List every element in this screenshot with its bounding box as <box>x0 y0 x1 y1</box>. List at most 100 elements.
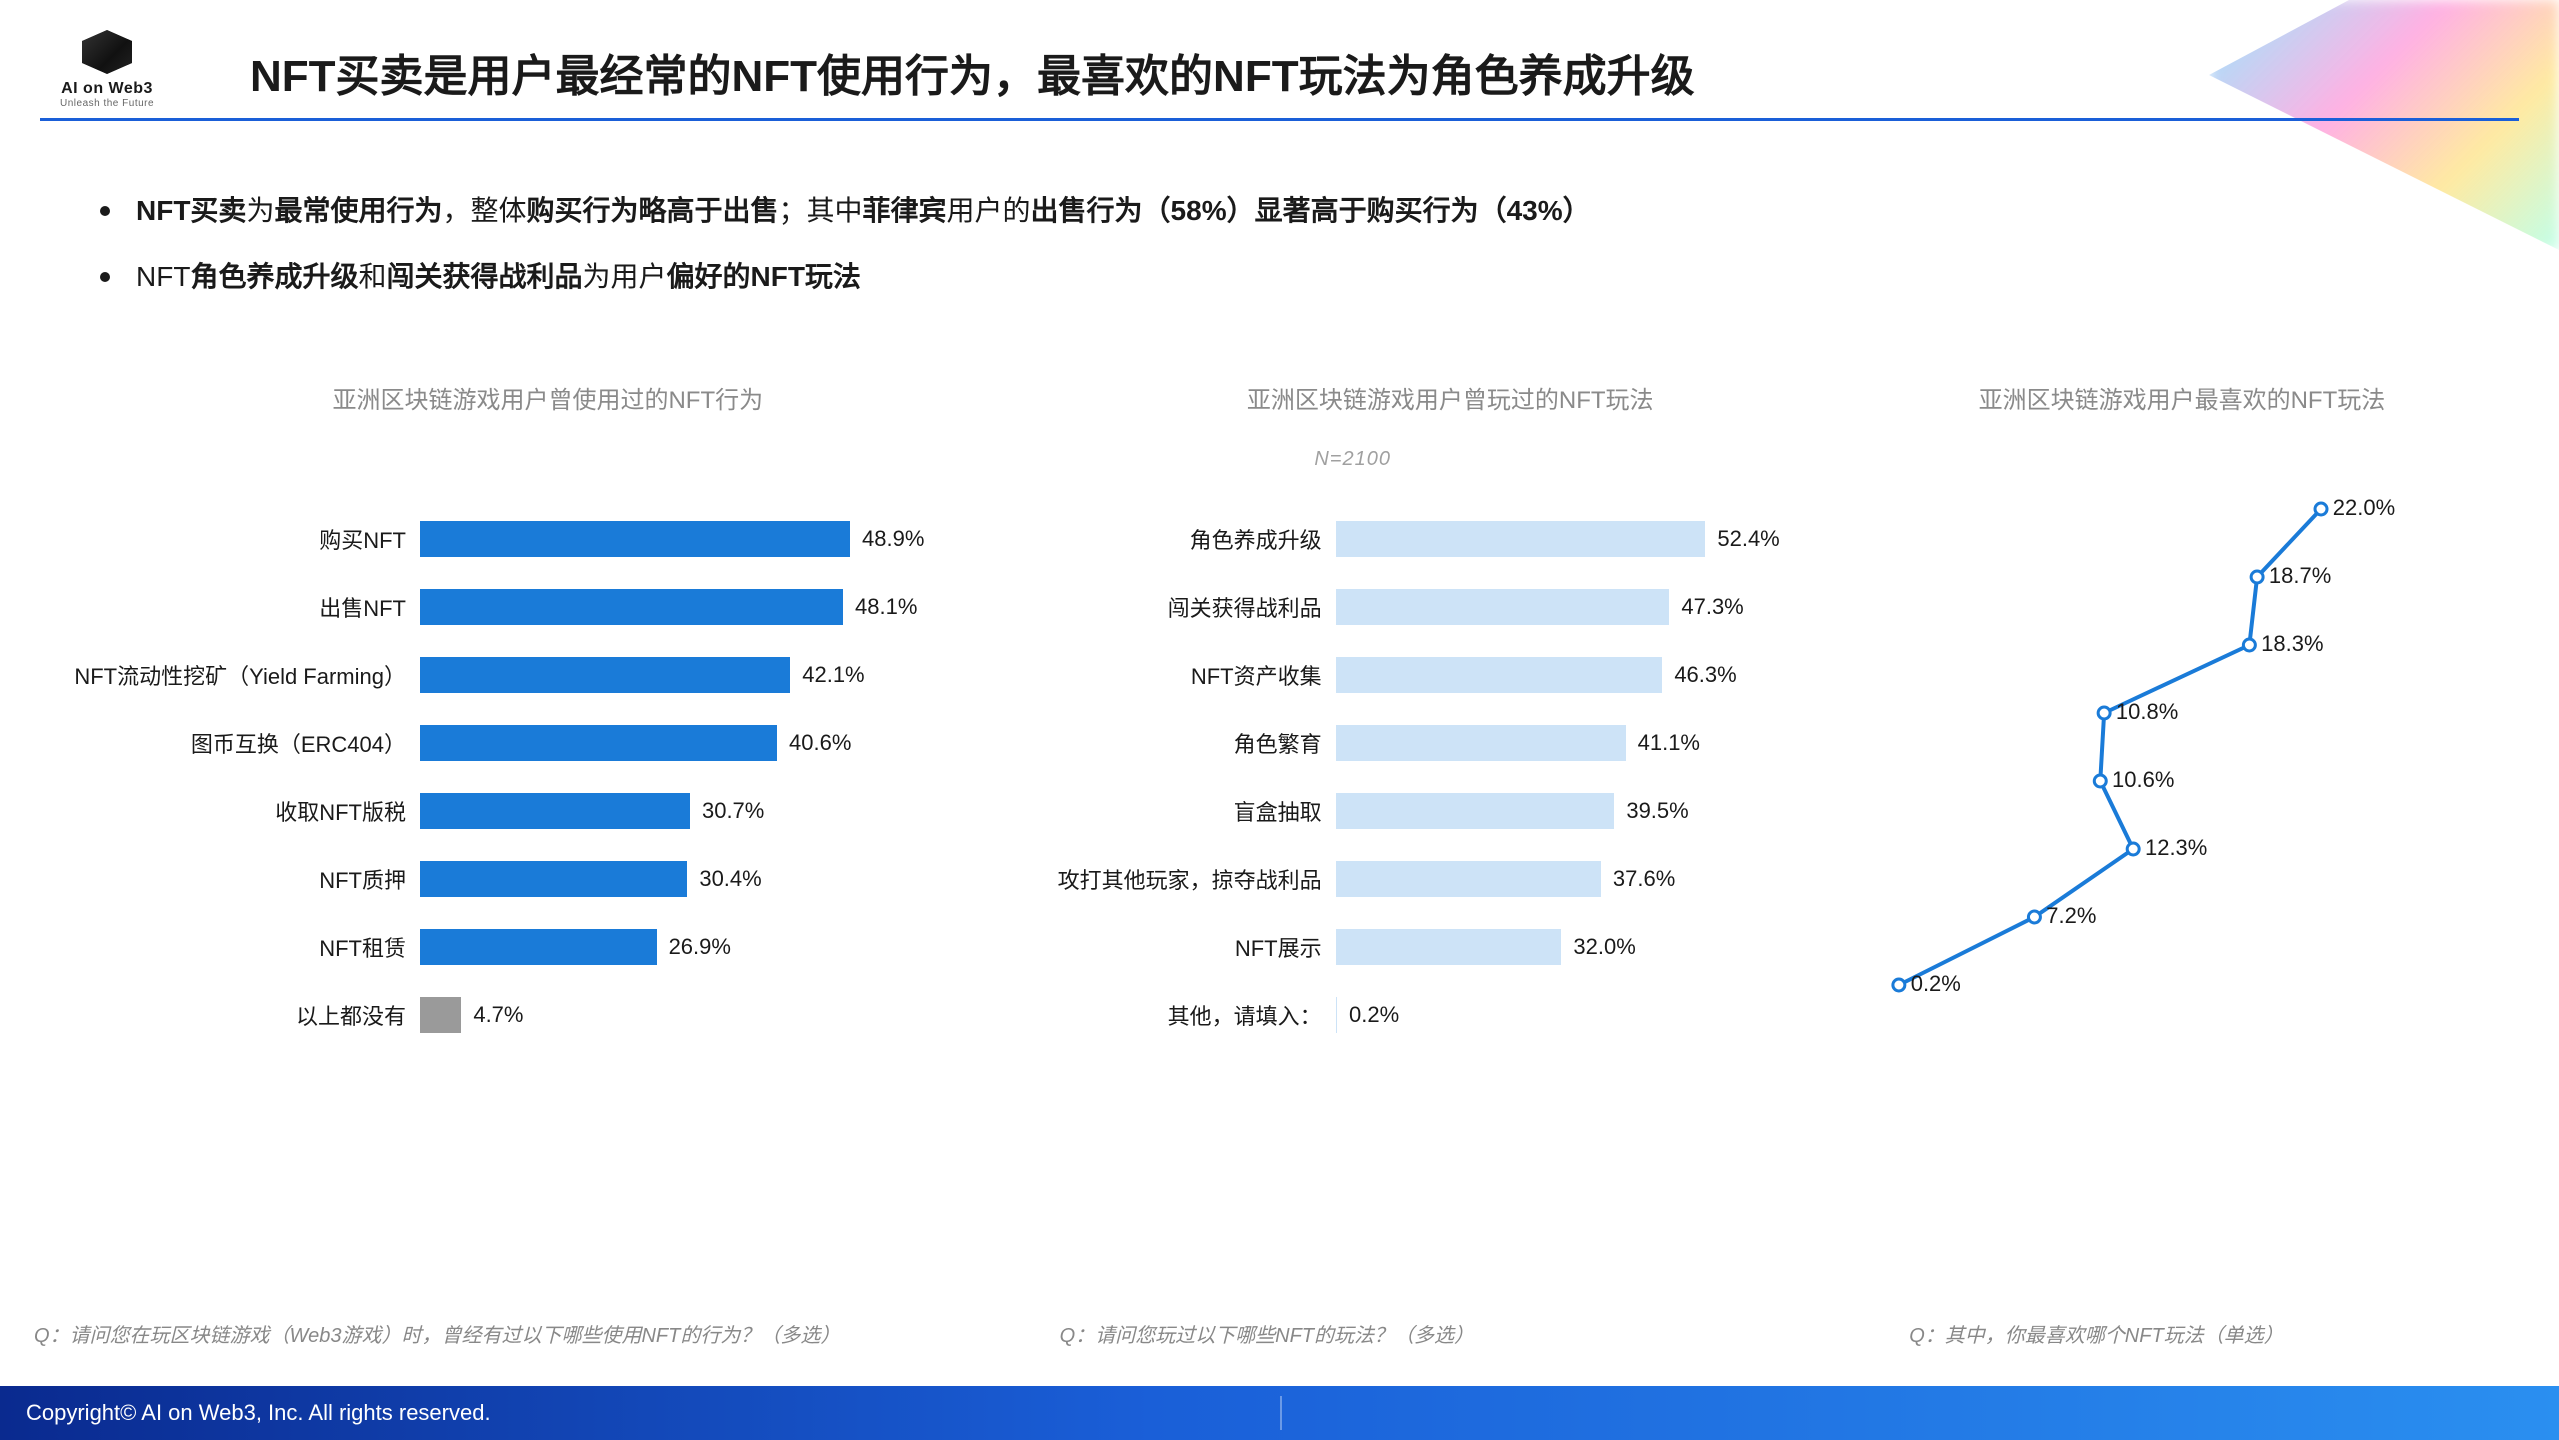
bar-label: NFT展示 <box>1036 931 1336 963</box>
bullet-item: NFT角色养成升级和闯关获得战利品为用户偏好的NFT玩法 <box>100 256 2459 298</box>
bar-track: 48.1% <box>420 589 1036 625</box>
line-value-label: 10.6% <box>2112 767 2174 793</box>
line-marker <box>2251 571 2263 583</box>
question-text-2: Q：请问您玩过以下哪些NFT的玩法？（多选） <box>1030 1319 1880 1348</box>
bar-value: 41.1% <box>1638 730 1700 756</box>
bar-row: NFT资产收集46.3% <box>1036 641 1865 709</box>
bar-row: 闯关获得战利品47.3% <box>1036 573 1865 641</box>
bar-value: 40.6% <box>789 730 851 756</box>
bar-row: 其他，请填入：0.2% <box>1036 981 1865 1049</box>
bar-label: 图币互换（ERC404） <box>60 727 420 759</box>
bar-fill: 47.3% <box>1336 589 1670 625</box>
bar-label: 收取NFT版税 <box>60 795 420 827</box>
bar-fill: 30.4% <box>420 861 687 897</box>
bar-track: 37.6% <box>1336 861 1865 897</box>
title-underline <box>40 118 2519 121</box>
bar-label: 闯关获得战利品 <box>1036 591 1336 623</box>
bar-row: NFT展示 32.0% <box>1036 913 1865 981</box>
bar-list: 角色养成升级52.4%闯关获得战利品47.3%NFT资产收集46.3%角色繁育4… <box>1036 445 1865 1049</box>
line-chart-area: 22.0%18.7%18.3%10.8%10.6%12.3%7.2%0.2% <box>1865 475 2499 1019</box>
footer-bar: Copyright© AI on Web3, Inc. All rights r… <box>0 1386 2559 1440</box>
line-marker <box>2315 503 2327 515</box>
chart-title: 亚洲区块链游戏用户曾使用过的NFT行为 <box>60 380 1036 415</box>
bar-track: 39.5% <box>1336 793 1865 829</box>
bar-fill: 52.4% <box>1336 521 1706 557</box>
bullet-item: NFT买卖为最常使用行为，整体购买行为略高于出售；其中菲律宾用户的出售行为（58… <box>100 190 2459 232</box>
bar-value: 32.0% <box>1573 934 1635 960</box>
logo-cube-icon <box>82 30 132 74</box>
line-marker <box>2127 843 2139 855</box>
question-text-1: Q：请问您在玩区块链游戏（Web3游戏）时，曾经有过以下哪些使用NFT的行为？（… <box>30 1319 1030 1348</box>
bullet-list: NFT买卖为最常使用行为，整体购买行为略高于出售；其中菲律宾用户的出售行为（58… <box>100 190 2459 322</box>
bar-track: 0.2% <box>1336 997 1865 1033</box>
charts-row: N=2100 亚洲区块链游戏用户曾使用过的NFT行为 购买NFT48.9%出售N… <box>60 380 2499 1260</box>
line-value-label: 10.8% <box>2116 699 2178 725</box>
bar-value: 0.2% <box>1349 1002 1399 1028</box>
bar-fill: 37.6% <box>1336 861 1601 897</box>
bar-value: 52.4% <box>1717 526 1779 552</box>
bar-track: 42.1% <box>420 657 1036 693</box>
line-value-label: 18.3% <box>2261 631 2323 657</box>
bar-label: 攻打其他玩家，掠夺战利品 <box>1036 863 1336 895</box>
bar-row: 角色养成升级52.4% <box>1036 505 1865 573</box>
bar-track: 40.6% <box>420 725 1036 761</box>
chart-nft-gameplay: 亚洲区块链游戏用户曾玩过的NFT玩法 角色养成升级52.4%闯关获得战利品47.… <box>1036 380 1865 1260</box>
bar-fill: 4.7% <box>420 997 461 1033</box>
bar-label: 角色繁育 <box>1036 727 1336 759</box>
bar-value: 48.1% <box>855 594 917 620</box>
bar-label: 以上都没有 <box>60 999 420 1031</box>
chart-title: 亚洲区块链游戏用户曾玩过的NFT玩法 <box>1036 380 1865 415</box>
footer-divider <box>1280 1396 1282 1430</box>
line-marker <box>1893 979 1905 991</box>
bar-label: 角色养成升级 <box>1036 523 1336 555</box>
logo-text-1: AI on Web3 <box>60 80 154 98</box>
bullet-text: NFT角色养成升级和闯关获得战利品为用户偏好的NFT玩法 <box>136 256 861 298</box>
bar-row: NFT质押30.4% <box>60 845 1036 913</box>
line-marker <box>2094 775 2106 787</box>
bar-label: 其他，请填入： <box>1036 999 1336 1031</box>
bar-fill: 48.1% <box>420 589 843 625</box>
bar-track: 41.1% <box>1336 725 1865 761</box>
bar-value: 46.3% <box>1674 662 1736 688</box>
line-marker <box>2028 911 2040 923</box>
bar-value: 37.6% <box>1613 866 1675 892</box>
line-value-label: 0.2% <box>1911 971 1961 997</box>
bar-value: 48.9% <box>862 526 924 552</box>
bar-track: 47.3% <box>1336 589 1865 625</box>
bar-value: 26.9% <box>669 934 731 960</box>
bar-label: NFT租赁 <box>60 931 420 963</box>
bar-fill: 42.1% <box>420 657 790 693</box>
bar-row: 攻打其他玩家，掠夺战利品37.6% <box>1036 845 1865 913</box>
line-value-label: 22.0% <box>2333 495 2395 521</box>
logo: AI on Web3 Unleash the Future <box>60 30 154 109</box>
bar-list: 购买NFT48.9%出售NFT48.1%NFT流动性挖矿（Yield Farmi… <box>60 445 1036 1049</box>
bar-fill: 41.1% <box>1336 725 1626 761</box>
question-footnotes: Q：请问您在玩区块链游戏（Web3游戏）时，曾经有过以下哪些使用NFT的行为？（… <box>30 1319 2529 1348</box>
bar-label: 购买NFT <box>60 523 420 555</box>
bar-track: 26.9% <box>420 929 1036 965</box>
line-marker <box>2243 639 2255 651</box>
page-title: NFT买卖是用户最经常的NFT使用行为，最喜欢的NFT玩法为角色养成升级 <box>250 40 2439 104</box>
bar-row: 收取NFT版税30.7% <box>60 777 1036 845</box>
copyright-text: Copyright© AI on Web3, Inc. All rights r… <box>26 1400 491 1426</box>
logo-text-2: Unleash the Future <box>60 98 154 109</box>
line-value-label: 12.3% <box>2145 835 2207 861</box>
bar-fill: 48.9% <box>420 521 850 557</box>
bar-track: 4.7% <box>420 997 1036 1033</box>
line-value-label: 18.7% <box>2269 563 2331 589</box>
bar-value: 42.1% <box>802 662 864 688</box>
bar-track: 46.3% <box>1336 657 1865 693</box>
chart-nft-behaviors: 亚洲区块链游戏用户曾使用过的NFT行为 购买NFT48.9%出售NFT48.1%… <box>60 380 1036 1260</box>
bar-row: 图币互换（ERC404）40.6% <box>60 709 1036 777</box>
bar-label: NFT流动性挖矿（Yield Farming） <box>60 659 420 691</box>
bullet-dot-icon <box>100 206 110 216</box>
bar-fill: 46.3% <box>1336 657 1663 693</box>
bar-value: 39.5% <box>1626 798 1688 824</box>
bar-fill: 26.9% <box>420 929 657 965</box>
bar-track: 32.0% <box>1336 929 1865 965</box>
bar-value: 47.3% <box>1681 594 1743 620</box>
bar-track: 52.4% <box>1336 521 1865 557</box>
bar-fill: 40.6% <box>420 725 777 761</box>
chart-favorite-gameplay: 亚洲区块链游戏用户最喜欢的NFT玩法 22.0%18.7%18.3%10.8%1… <box>1865 380 2499 1260</box>
bar-fill: 0.2% <box>1336 997 1337 1033</box>
